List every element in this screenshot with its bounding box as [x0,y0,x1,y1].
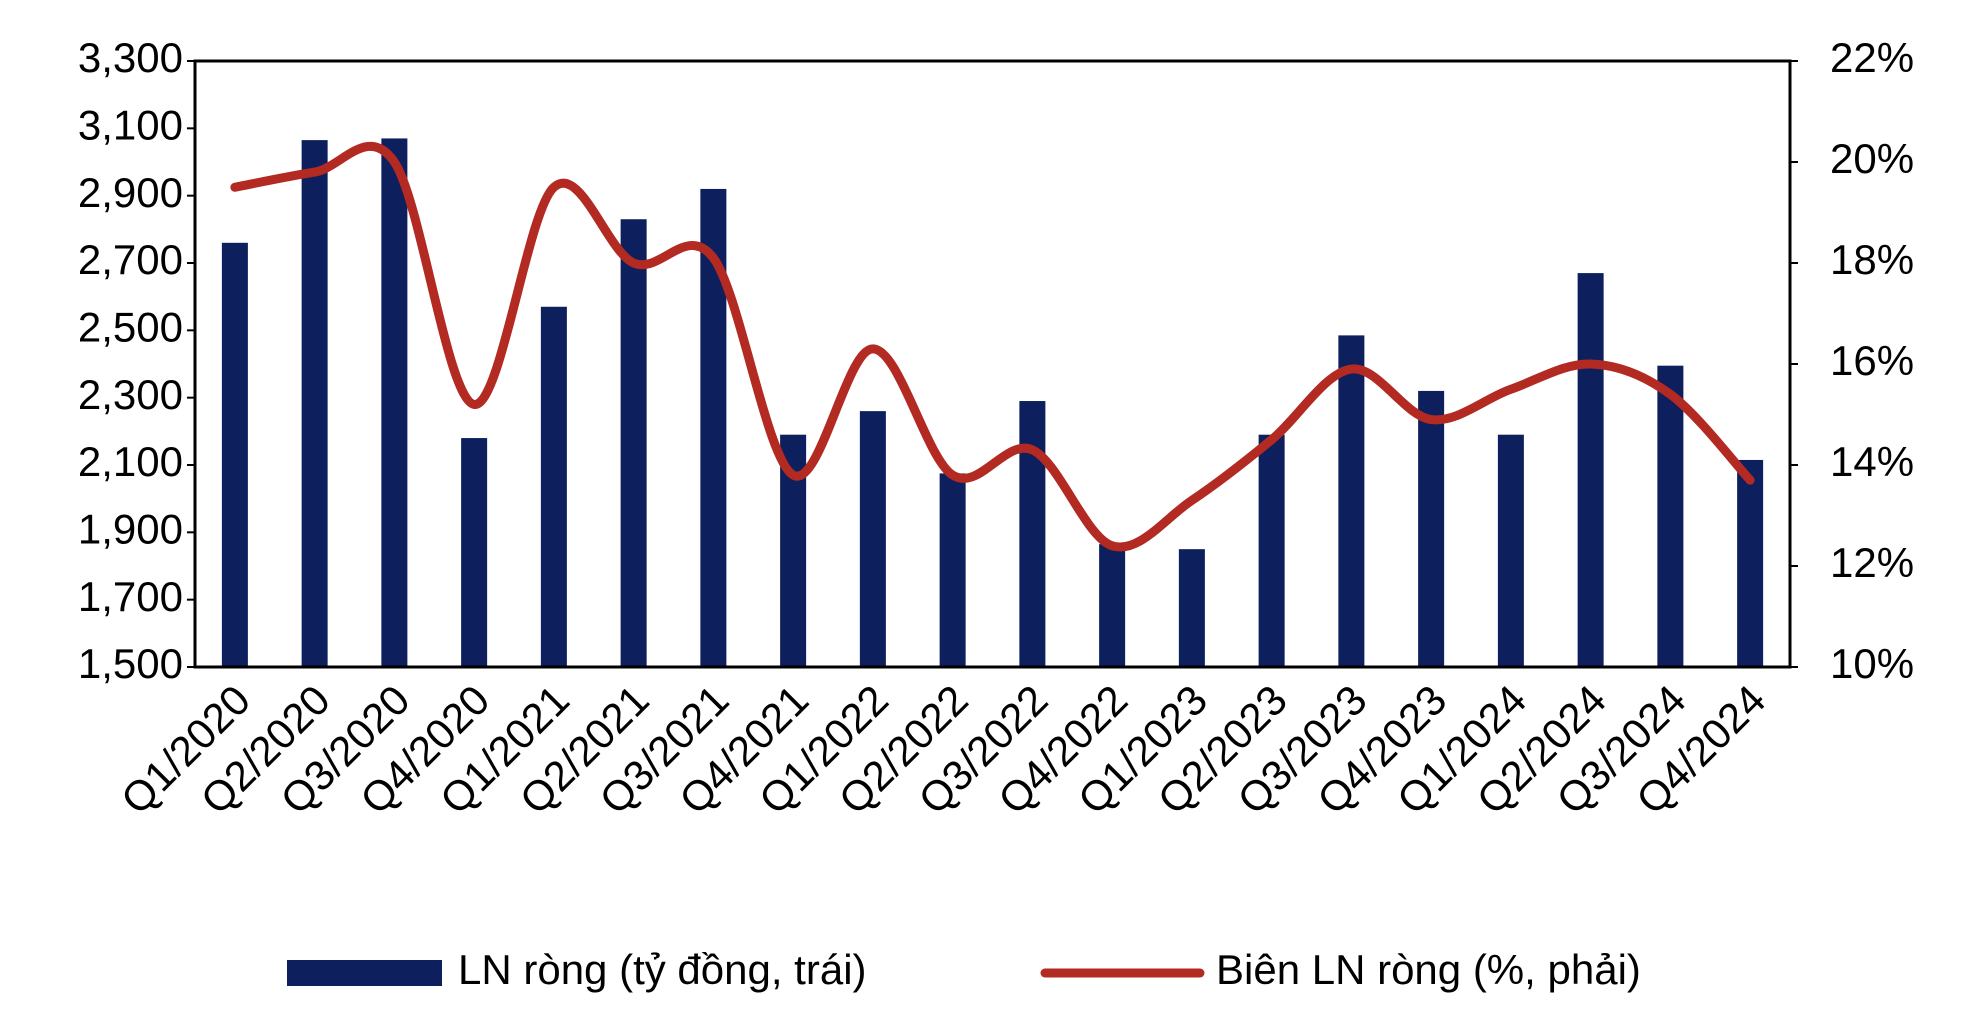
y-tick-label: 2,900 [78,169,183,216]
bar [1258,434,1285,667]
y2-tick-label: 12% [1830,539,1914,586]
y2-tick-label: 10% [1830,640,1914,687]
legend-swatch [287,960,442,986]
y-tick-label: 2,500 [78,303,183,350]
y-tick-label: 3,300 [78,34,183,81]
y2-tick-label: 22% [1830,34,1914,81]
bar [1338,335,1365,667]
y-tick-label: 2,700 [78,236,183,283]
line [230,141,1755,552]
y2-tick-label: 14% [1830,438,1914,485]
bar [301,140,328,667]
y-tick-label: 1,500 [78,640,183,687]
y-tick-label: 1,900 [78,505,183,552]
bar [1418,390,1445,667]
bar [221,242,248,668]
legend-label: LN ròng (tỷ đồng, trái) [458,946,867,993]
bar [620,219,647,667]
bar [1657,365,1684,667]
bar [461,438,488,667]
bar [1577,273,1604,667]
bar [859,411,886,667]
y-tick-label: 3,100 [78,101,183,148]
y2-tick-label: 20% [1830,135,1914,182]
bar [939,473,966,667]
y-tick-label: 2,300 [78,371,183,418]
y2-tick-label: 18% [1830,236,1914,283]
bar [1178,549,1205,667]
plot-frame [193,59,1792,669]
y-tick-label: 1,700 [78,573,183,620]
y2-tick-label: 16% [1830,337,1914,384]
bar [1099,544,1126,667]
bar [1737,459,1764,667]
bar [540,306,567,667]
bar [381,138,408,667]
legend-label: Biên LN ròng (%, phải) [1216,946,1641,993]
y-tick-label: 2,100 [78,438,183,485]
bar [1497,434,1524,667]
bar [1019,401,1046,667]
